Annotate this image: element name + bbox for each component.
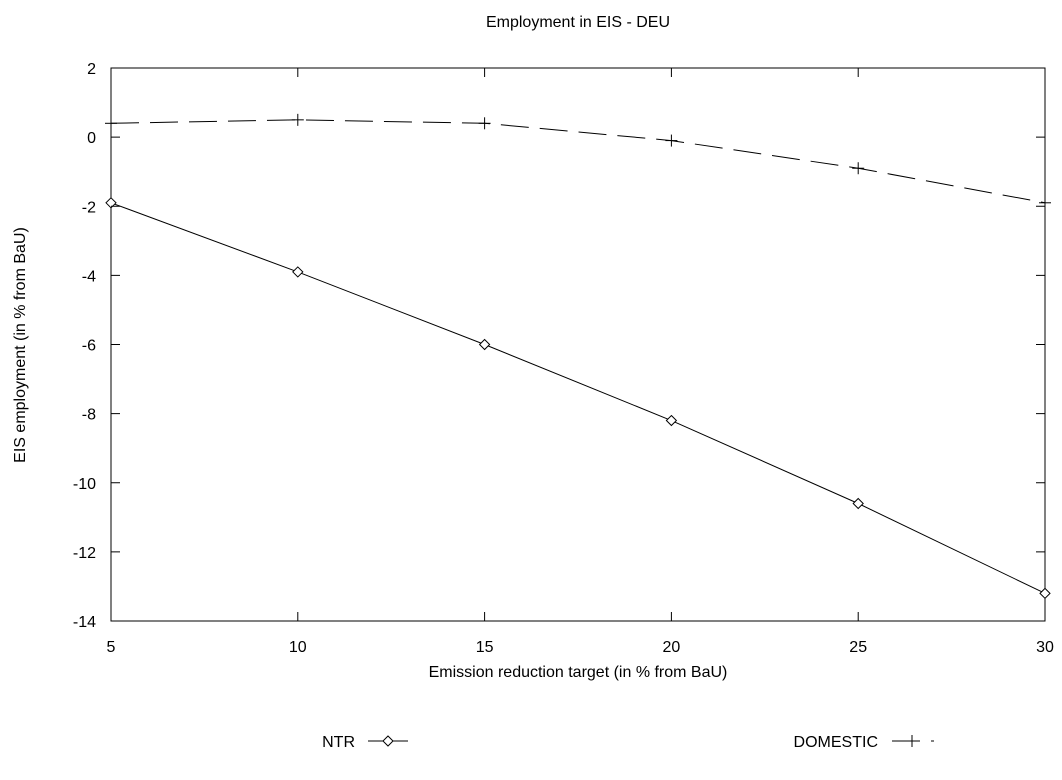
y-tick-label: 2: [87, 61, 96, 78]
y-tick-label: -14: [73, 614, 96, 631]
point-ntr-30: [1039, 587, 1051, 600]
point-domestic-5: [105, 117, 117, 130]
plot-area: [105, 67, 1051, 622]
legend-marker: [382, 735, 394, 747]
point-domestic-20: [665, 134, 678, 147]
legend-item-domestic: DOMESTIC: [794, 734, 934, 751]
point-domestic-25: [852, 162, 865, 175]
y-tick-label: -4: [82, 268, 96, 285]
x-tick-label: 25: [849, 639, 867, 656]
y-tick-label: -8: [82, 407, 96, 424]
y-tick-label: -6: [82, 338, 96, 355]
x-axis-label: Emission reduction target (in % from BaU…: [429, 664, 728, 681]
point-ntr-20: [665, 414, 678, 427]
y-tick-label: -10: [73, 476, 96, 493]
x-tick-label: 20: [663, 639, 681, 656]
x-tick-label: 15: [476, 639, 494, 656]
legend-label: NTR: [322, 734, 355, 751]
series-layer: [105, 113, 1051, 600]
point-ntr-25: [852, 497, 864, 510]
legend-item-ntr: NTR: [322, 734, 408, 751]
point-domestic-15: [478, 117, 491, 130]
point-ntr-10: [292, 266, 304, 278]
x-tick-label: 30: [1036, 639, 1054, 656]
chart-title: Employment in EIS - DEU: [486, 14, 670, 31]
legend: NTR DOMESTIC: [322, 734, 934, 751]
point-ntr-15: [478, 338, 491, 351]
point-domestic-30: [1039, 196, 1051, 209]
y-axis-ticks: 2 0 -2 -4 -6 -8 -10 -12 -14: [73, 61, 1045, 631]
point-domestic-10: [291, 113, 304, 126]
point-ntr-5: [105, 197, 117, 209]
series-line-domestic: [110, 119, 1046, 204]
series-line-ntr: [110, 202, 1046, 594]
x-tick-label: 5: [107, 639, 116, 656]
x-tick-label: 10: [289, 639, 307, 656]
y-tick-label: 0: [87, 130, 96, 147]
x-axis-ticks: 5 10 15 20 25 30: [107, 68, 1054, 656]
y-tick-label: -2: [82, 199, 96, 216]
legend-label: DOMESTIC: [794, 734, 878, 751]
y-tick-label: -12: [73, 545, 96, 562]
legend-marker: [906, 735, 918, 747]
y-axis-label: EIS employment (in % from BaU): [12, 227, 29, 463]
